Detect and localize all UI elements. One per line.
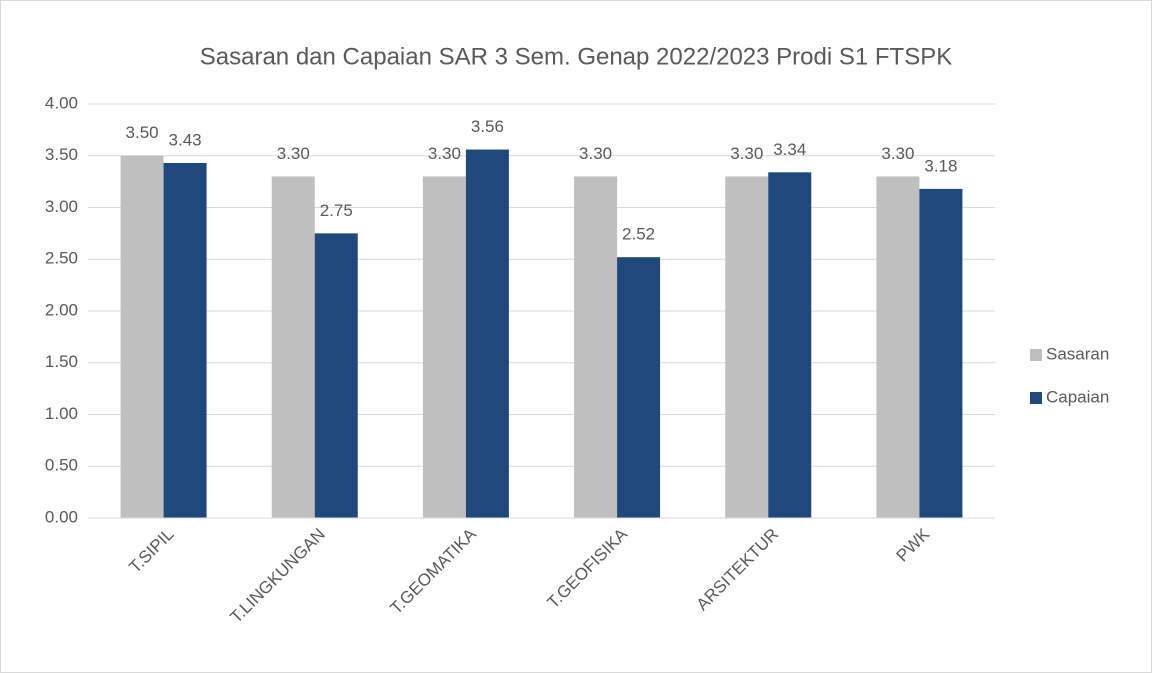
bar bbox=[163, 162, 207, 518]
bar bbox=[919, 188, 963, 518]
bar bbox=[725, 176, 769, 518]
bar bbox=[314, 233, 358, 518]
legend-label: Capaian bbox=[1046, 387, 1109, 406]
y-tick-label: 3.00 bbox=[45, 197, 78, 216]
bar bbox=[574, 176, 618, 518]
y-tick-label: 0.50 bbox=[45, 456, 78, 475]
y-tick-label: 1.00 bbox=[45, 404, 78, 423]
data-label: 3.30 bbox=[881, 144, 914, 163]
bar bbox=[876, 176, 920, 518]
y-tick-label: 2.50 bbox=[45, 249, 78, 268]
y-tick-label: 4.00 bbox=[45, 93, 78, 112]
data-label: 3.43 bbox=[169, 130, 202, 149]
bar bbox=[617, 257, 661, 518]
data-label: 3.30 bbox=[277, 144, 310, 163]
y-tick-label: 0.00 bbox=[45, 507, 78, 526]
chart-title: Sasaran dan Capaian SAR 3 Sem. Genap 202… bbox=[200, 43, 952, 70]
data-label: 3.30 bbox=[579, 144, 612, 163]
bar bbox=[271, 176, 315, 518]
data-label: 3.50 bbox=[126, 123, 159, 142]
data-label: 2.75 bbox=[320, 201, 353, 220]
bar bbox=[465, 149, 509, 519]
data-label: 3.18 bbox=[924, 156, 957, 175]
data-label: 3.30 bbox=[428, 144, 461, 163]
bar bbox=[768, 172, 812, 518]
data-label: 3.56 bbox=[471, 117, 504, 136]
bar bbox=[422, 176, 466, 518]
bar bbox=[120, 155, 164, 518]
data-label: 2.52 bbox=[622, 225, 655, 244]
data-label: 3.34 bbox=[773, 140, 806, 159]
legend-label: Sasaran bbox=[1046, 344, 1109, 363]
y-tick-label: 1.50 bbox=[45, 352, 78, 371]
y-tick-label: 3.50 bbox=[45, 145, 78, 164]
y-tick-label: 2.00 bbox=[45, 300, 78, 319]
legend-swatch bbox=[1030, 392, 1042, 404]
legend-swatch bbox=[1030, 349, 1042, 361]
data-label: 3.30 bbox=[730, 144, 763, 163]
